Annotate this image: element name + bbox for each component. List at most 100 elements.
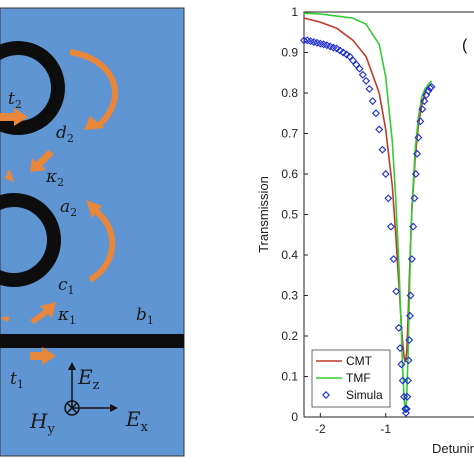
curved-arrow-bottom-ring	[88, 207, 116, 283]
y-axis-label: Transmission	[256, 176, 271, 253]
curved-arrow-top-ring	[69, 49, 118, 129]
data-point	[368, 97, 377, 106]
data-point	[406, 291, 415, 300]
data-point	[397, 360, 406, 369]
data-point	[381, 170, 390, 178]
x-axis: -2 -1	[315, 413, 391, 436]
label-c1: c1	[58, 275, 75, 297]
data-point	[378, 145, 387, 154]
arrow-t1-icon	[30, 347, 56, 365]
data-point	[416, 117, 425, 126]
data-point	[394, 323, 403, 332]
y-tick-label: 1	[291, 5, 298, 19]
x-tick-label: -1	[380, 422, 391, 436]
legend: CMT TMF Simula	[311, 349, 391, 408]
data-point	[418, 105, 427, 114]
y-tick-label: 0.1	[281, 370, 298, 384]
data-point	[339, 48, 348, 57]
ring-resonator-2	[0, 41, 65, 135]
arrow-kappa2-left-icon	[30, 150, 54, 172]
data-point	[352, 60, 361, 69]
data-point	[420, 97, 429, 106]
data-point	[405, 336, 414, 345]
label-t1: t1	[10, 369, 24, 391]
transmission-chart: 0 0.1 0.2 0.3 0.4 0.5 0.6 0.7 0.8 0.9 1 -2 -1 Trans…	[256, 5, 474, 456]
data-point	[358, 70, 367, 79]
data-point	[403, 392, 412, 401]
legend-label-cmt: CMT	[346, 354, 373, 368]
data-point	[332, 44, 341, 53]
label-kappa2: κ2	[45, 167, 64, 189]
label-kappa1: κ1	[57, 305, 76, 327]
data-point	[413, 149, 422, 158]
arrow-kappa1-icon	[30, 302, 56, 324]
data-point	[398, 376, 407, 385]
arrow-tiny-icon	[0, 316, 10, 322]
legend-label-simula: Simula	[346, 388, 383, 402]
data-point	[405, 311, 414, 320]
data-point	[345, 52, 354, 61]
data-point	[362, 76, 371, 85]
data-point	[403, 376, 412, 385]
data-point	[424, 86, 433, 95]
label-b1: b1	[136, 305, 154, 327]
data-point	[407, 255, 416, 264]
data-point	[411, 170, 420, 178]
y-tick-label: 0.3	[281, 289, 298, 303]
y-tick-label: 0.2	[281, 329, 298, 343]
data-point	[404, 356, 413, 365]
data-point	[375, 125, 384, 134]
label-hy: Hy	[29, 409, 55, 437]
data-point	[396, 344, 405, 353]
data-point	[300, 36, 308, 45]
arrow-t2-icon	[0, 108, 28, 126]
data-point	[386, 222, 395, 231]
y-tick-label: 0.5	[281, 208, 298, 222]
label-ex: Ex	[125, 407, 149, 435]
legend-swatch-simula	[322, 391, 330, 399]
data-point	[400, 392, 409, 401]
arrow-small-icon	[0, 166, 14, 182]
y-axis: 0 0.1 0.2 0.3 0.4 0.5 0.6 0.7 0.8 0.9 1	[281, 5, 308, 424]
schematic-panel: t2 d2 κ2 a2 c1 κ1 b1 t1 Ez Hy Ex	[0, 7, 185, 457]
data-point	[427, 82, 436, 91]
x-axis-label: Detuning	[432, 441, 474, 456]
arrowhead-top-icon	[86, 200, 102, 218]
series-cmt-line	[303, 17, 433, 363]
data-point	[409, 222, 418, 231]
arrowhead-icon	[84, 116, 104, 130]
ring-resonator-1	[0, 193, 61, 287]
data-point	[365, 84, 374, 93]
y-tick-label: 0.4	[281, 248, 298, 262]
y-tick-label: 0.7	[281, 127, 298, 141]
legend-label-tmf: TMF	[346, 371, 371, 385]
y-tick-label: 0.8	[281, 86, 298, 100]
data-point	[371, 109, 380, 118]
label-d2: d2	[56, 123, 74, 145]
data-point	[402, 408, 410, 417]
series-layer	[300, 12, 436, 417]
waveguide-bus	[0, 334, 184, 348]
data-point	[414, 133, 423, 142]
data-point	[401, 404, 410, 413]
data-point	[384, 194, 393, 203]
label-t2: t2	[8, 89, 22, 111]
y-tick-label: 0.6	[281, 167, 298, 181]
data-point	[402, 404, 411, 413]
data-point	[355, 64, 364, 73]
x-tick-label: -2	[315, 422, 326, 436]
data-point	[389, 255, 398, 264]
label-ez: Ez	[77, 365, 100, 393]
y-tick-label: 0	[291, 410, 298, 424]
data-point	[335, 46, 344, 55]
panel-tag: (	[462, 37, 468, 54]
schematic-background	[0, 7, 185, 457]
data-point	[349, 56, 358, 65]
label-a2: a2	[60, 197, 77, 219]
data-point	[392, 287, 401, 296]
data-point	[410, 194, 419, 203]
hy-into-page-icon	[64, 400, 80, 416]
y-tick-label: 0.9	[281, 46, 298, 60]
data-point	[342, 50, 351, 59]
